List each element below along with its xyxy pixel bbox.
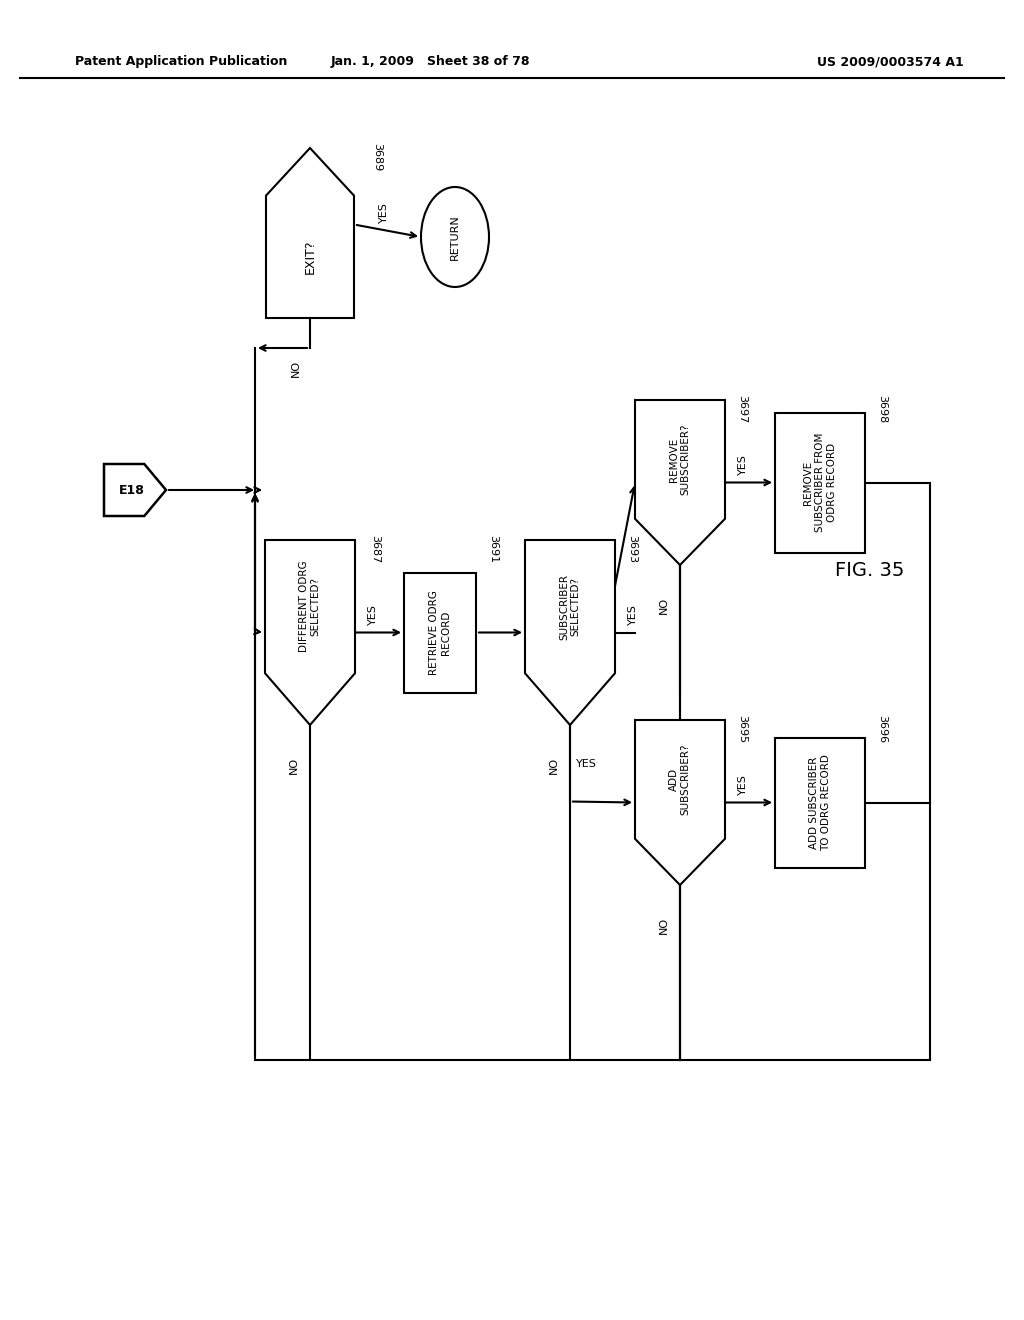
Text: YES: YES	[738, 454, 748, 475]
Text: REMOVE
SUBSCRIBER FROM
ODRG RECORD: REMOVE SUBSCRIBER FROM ODRG RECORD	[804, 433, 837, 532]
Text: RETURN: RETURN	[450, 214, 460, 260]
Text: EXIT?: EXIT?	[303, 239, 316, 275]
Polygon shape	[635, 719, 725, 884]
Text: 3697: 3697	[737, 395, 746, 424]
Text: 3698: 3698	[877, 395, 887, 424]
Text: REMOVE
SUBSCRIBER?: REMOVE SUBSCRIBER?	[670, 424, 691, 495]
Text: DIFFERENT ODRG
SELECTED?: DIFFERENT ODRG SELECTED?	[299, 561, 321, 652]
Polygon shape	[104, 465, 166, 516]
Text: 3689: 3689	[372, 143, 382, 172]
Bar	[775, 738, 865, 867]
Text: Patent Application Publication: Patent Application Publication	[75, 55, 288, 69]
Text: NO: NO	[549, 756, 559, 774]
Text: 3687: 3687	[370, 535, 380, 564]
Bar	[404, 573, 476, 693]
Text: YES: YES	[738, 774, 748, 795]
Polygon shape	[525, 540, 615, 725]
Text: SUBSCRIBER
SELECTED?: SUBSCRIBER SELECTED?	[559, 574, 581, 640]
Text: E18: E18	[119, 483, 144, 496]
Text: ADD SUBSCRIBER
TO ODRG RECORD: ADD SUBSCRIBER TO ODRG RECORD	[809, 754, 830, 851]
Text: FIG. 35: FIG. 35	[836, 561, 904, 579]
Text: RETRIEVE ODRG
RECORD: RETRIEVE ODRG RECORD	[429, 590, 451, 675]
Text: ADD
SUBSCRIBER?: ADD SUBSCRIBER?	[670, 743, 691, 816]
Text: YES: YES	[379, 202, 389, 223]
Ellipse shape	[421, 187, 489, 286]
Text: YES: YES	[575, 759, 596, 768]
Text: US 2009/0003574 A1: US 2009/0003574 A1	[816, 55, 964, 69]
Text: YES: YES	[628, 605, 638, 624]
Text: NO: NO	[659, 597, 669, 614]
Text: 3695: 3695	[737, 715, 746, 743]
Text: NO: NO	[291, 359, 301, 376]
Text: 3696: 3696	[877, 715, 887, 743]
Text: NO: NO	[289, 756, 299, 774]
Text: NO: NO	[659, 916, 669, 933]
Polygon shape	[635, 400, 725, 565]
Text: Jan. 1, 2009   Sheet 38 of 78: Jan. 1, 2009 Sheet 38 of 78	[331, 55, 529, 69]
Text: 3693: 3693	[627, 535, 637, 564]
Bar	[775, 412, 865, 553]
Text: 3691: 3691	[488, 535, 498, 564]
Text: YES: YES	[368, 605, 378, 624]
Polygon shape	[266, 148, 354, 318]
Polygon shape	[265, 540, 355, 725]
